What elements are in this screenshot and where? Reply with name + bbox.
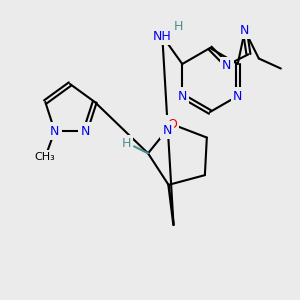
Text: N: N <box>162 124 172 136</box>
Text: N: N <box>240 24 250 37</box>
Text: O: O <box>167 118 177 130</box>
Text: H: H <box>174 20 183 32</box>
Text: NH: NH <box>153 29 172 43</box>
Text: N: N <box>178 89 187 103</box>
Text: N: N <box>50 124 59 137</box>
Text: N: N <box>222 58 232 72</box>
Text: CH₃: CH₃ <box>34 152 55 162</box>
Text: N: N <box>233 89 242 103</box>
Text: H: H <box>122 137 131 150</box>
Text: N: N <box>50 124 59 137</box>
Text: N: N <box>81 124 90 137</box>
